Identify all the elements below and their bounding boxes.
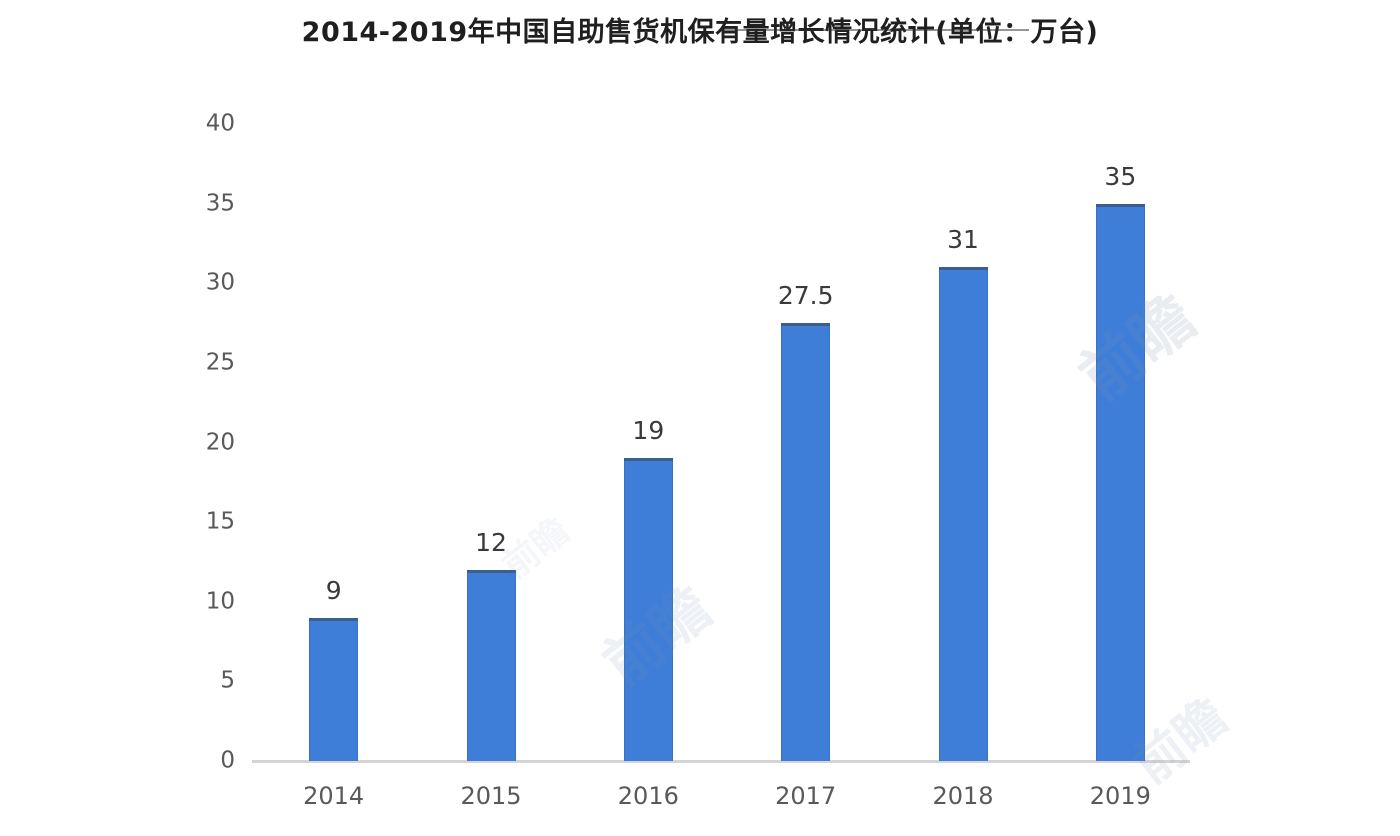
x-axis-line bbox=[252, 760, 1190, 763]
title-scan-artifact-line bbox=[723, 29, 1029, 31]
bar-2017 bbox=[781, 323, 831, 761]
bar-value-label: 19 bbox=[632, 416, 665, 446]
chart-title: 2014-2019年中国自助售货机保有量增长情况统计(单位：万台) bbox=[301, 17, 1099, 48]
y-axis-tick-label: 20 bbox=[205, 428, 235, 455]
x-axis-label: 2019 bbox=[1089, 782, 1151, 810]
bar-value-label: 12 bbox=[475, 527, 507, 557]
x-axis-label: 2018 bbox=[932, 782, 994, 810]
y-axis-tick-label: 5 bbox=[220, 667, 235, 694]
bar-value-label: 35 bbox=[1104, 161, 1137, 191]
y-axis-tick-label: 15 bbox=[205, 508, 235, 535]
bar-value-label: 31 bbox=[947, 225, 979, 255]
y-axis-tick-label: 10 bbox=[205, 588, 235, 615]
y-axis-tick-label: 35 bbox=[205, 190, 235, 217]
x-axis-label: 2015 bbox=[460, 782, 522, 810]
y-axis-tick-label: 30 bbox=[205, 269, 235, 296]
y-axis-tick-label: 40 bbox=[205, 110, 235, 137]
x-axis-label: 2017 bbox=[775, 782, 837, 810]
y-axis-tick-label: 0 bbox=[220, 747, 235, 774]
bar-2018 bbox=[938, 267, 988, 761]
bar-2019 bbox=[1095, 203, 1145, 761]
x-axis-label: 2014 bbox=[303, 782, 365, 810]
y-axis-tick-label: 25 bbox=[205, 349, 235, 376]
bar-value-label: 9 bbox=[325, 575, 342, 605]
bar-2016 bbox=[623, 458, 673, 761]
bar-value-label: 27.5 bbox=[777, 281, 834, 311]
bar-2014 bbox=[309, 617, 359, 761]
bar-2015 bbox=[466, 569, 516, 761]
x-axis-label: 2016 bbox=[617, 782, 679, 810]
